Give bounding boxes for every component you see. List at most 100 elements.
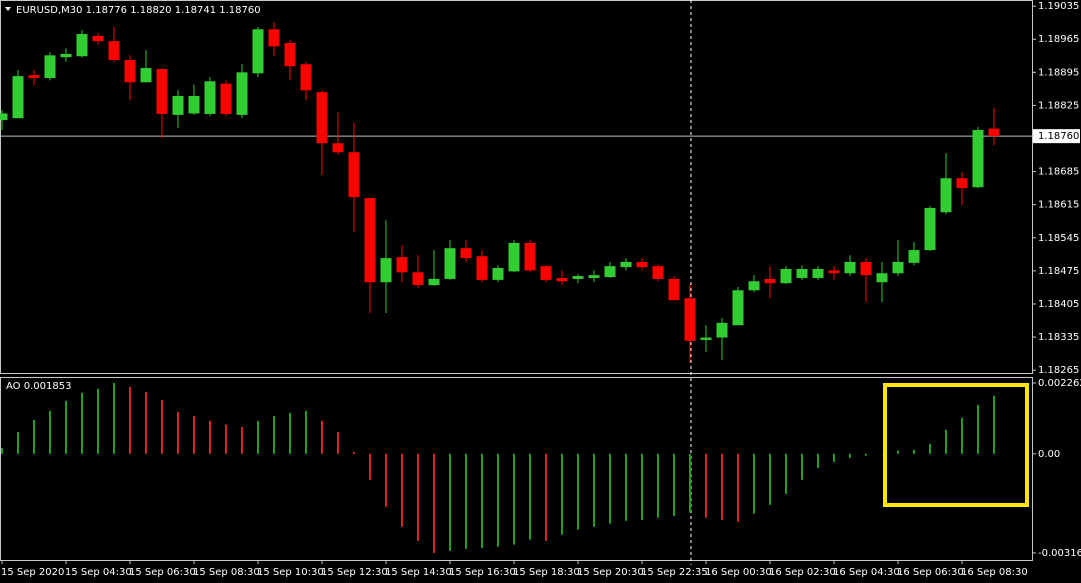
y-tick-label: 1.18965 xyxy=(1038,34,1079,45)
candle-body xyxy=(348,152,360,198)
y-tick-label: 0.002262 xyxy=(1038,378,1081,389)
candle-body xyxy=(172,95,184,115)
candle-body xyxy=(204,81,216,114)
candle-body xyxy=(668,278,680,301)
candle-body xyxy=(844,261,856,274)
x-tick-label: 15 Sep 20:30 xyxy=(577,567,644,578)
x-tick-label: 16 Sep 06:30 xyxy=(897,567,964,578)
y-tick-label: -0.003164 xyxy=(1038,548,1081,559)
candle-body xyxy=(780,268,792,284)
candle-body xyxy=(572,276,584,279)
candle-body xyxy=(252,29,264,74)
y-tick-label: 1.18895 xyxy=(1038,67,1079,78)
x-tick-label: 15 Sep 10:30 xyxy=(257,567,324,578)
x-tick-label: 15 Sep 12:30 xyxy=(321,567,388,578)
candle-body xyxy=(812,268,824,278)
candle-body xyxy=(860,261,872,276)
y-tick-label: 1.18405 xyxy=(1038,299,1079,310)
candle-body xyxy=(460,248,472,259)
y-tick-label: 1.18685 xyxy=(1038,167,1079,178)
candle-body xyxy=(316,92,328,144)
candle-body xyxy=(924,208,936,251)
candle-body xyxy=(556,277,568,282)
x-tick-label: 15 Sep 08:30 xyxy=(193,567,260,578)
y-tick-label: 1.18825 xyxy=(1038,100,1079,111)
y-tick-label: 0.00 xyxy=(1038,449,1060,460)
price-label: 1.18760 xyxy=(1038,131,1079,142)
candle-body xyxy=(92,35,104,42)
candle-body xyxy=(476,256,488,280)
candle-body xyxy=(76,34,88,57)
candle-body xyxy=(876,273,888,283)
candle-body xyxy=(396,257,408,273)
x-tick-label: 15 Sep 04:30 xyxy=(65,567,132,578)
price-label-box xyxy=(1033,129,1080,144)
candle-body xyxy=(652,266,664,279)
candle-body xyxy=(12,76,24,119)
candle-body xyxy=(188,95,200,114)
candle-body xyxy=(156,69,168,114)
candle-body xyxy=(492,268,504,280)
candle-body xyxy=(636,261,648,268)
candle-body xyxy=(444,248,456,279)
candle-body xyxy=(892,261,904,274)
candle-body xyxy=(540,266,552,280)
candle-body xyxy=(908,250,920,263)
x-tick-label: 15 Sep 18:30 xyxy=(513,567,580,578)
y-tick-label: 1.18545 xyxy=(1038,233,1079,244)
candle-body xyxy=(588,275,600,278)
x-tick-label: 15 Sep 14:30 xyxy=(385,567,452,578)
candle-body xyxy=(268,29,280,47)
indicator-title: AO 0.001853 xyxy=(6,381,71,392)
candle-body xyxy=(988,128,1000,137)
candle-body xyxy=(940,178,952,213)
y-tick-label: 1.18475 xyxy=(1038,266,1079,277)
candle-body xyxy=(0,113,8,121)
candle-body xyxy=(44,55,56,79)
x-tick-label: 16 Sep 00:30 xyxy=(705,567,772,578)
candle-body xyxy=(796,268,808,278)
candle-body xyxy=(412,272,424,286)
candle-body xyxy=(508,242,520,272)
y-tick-label: 1.18615 xyxy=(1038,200,1079,211)
candle-body xyxy=(620,261,632,268)
candle-body xyxy=(300,64,312,91)
x-tick-label: 15 Sep 2020 xyxy=(1,567,64,578)
candle-body xyxy=(732,290,744,326)
candle-body xyxy=(956,178,968,189)
candle-body xyxy=(684,298,696,341)
highlight-box xyxy=(883,383,1029,507)
candle-body xyxy=(828,270,840,274)
candle-body xyxy=(364,198,376,283)
y-tick-label: 1.18335 xyxy=(1038,332,1079,343)
main-panel-frame xyxy=(0,0,1033,374)
x-tick-label: 15 Sep 06:30 xyxy=(129,567,196,578)
x-tick-label: 16 Sep 02:30 xyxy=(769,567,836,578)
candle-body xyxy=(604,266,616,278)
candle-body xyxy=(60,53,72,58)
x-tick-label: 16 Sep 08:30 xyxy=(961,567,1028,578)
candle-body xyxy=(140,68,152,83)
y-tick-label: 1.19035 xyxy=(1038,1,1079,12)
chart-title: EURUSD,M30 1.18776 1.18820 1.18741 1.187… xyxy=(16,5,261,16)
candle-body xyxy=(700,337,712,340)
candle-body xyxy=(220,83,232,114)
y-tick-label: 1.18265 xyxy=(1038,365,1079,376)
candle-body xyxy=(716,322,728,338)
candle-body xyxy=(524,242,536,271)
ao-panel-frame xyxy=(0,377,1033,561)
x-tick-label: 15 Sep 16:30 xyxy=(449,567,516,578)
menu-arrow[interactable] xyxy=(5,7,11,11)
candle-body xyxy=(972,130,984,188)
candle-body xyxy=(284,43,296,67)
x-tick-label: 16 Sep 04:30 xyxy=(833,567,900,578)
candle-body xyxy=(28,75,40,79)
candle-body xyxy=(108,41,120,61)
x-tick-label: 15 Sep 22:35 xyxy=(641,567,708,578)
candle-body xyxy=(764,278,776,284)
candle-body xyxy=(428,278,440,286)
candle-body xyxy=(332,143,344,153)
candle-body xyxy=(380,258,392,283)
